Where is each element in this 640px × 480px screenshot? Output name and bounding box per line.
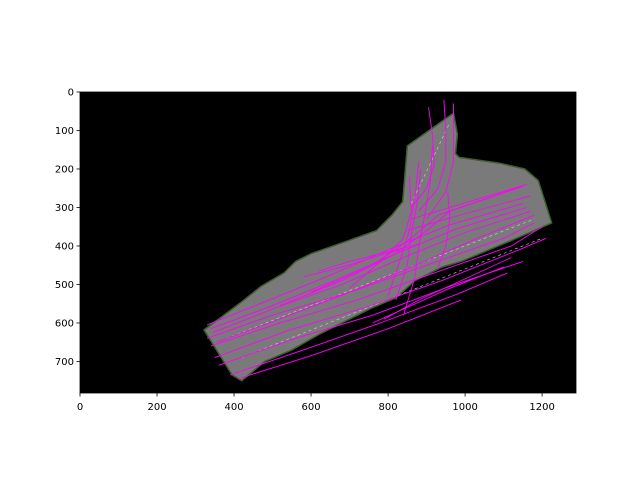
lane-marking bbox=[226, 218, 535, 339]
trajectory-line bbox=[407, 195, 531, 232]
y-tick-label: 400 bbox=[55, 241, 74, 252]
y-axis: 0 100 200 300 400 500 600 700 bbox=[55, 88, 80, 368]
y-tick-label: 0 bbox=[68, 88, 74, 99]
x-tick-label: 1000 bbox=[452, 402, 477, 413]
trajectory-line bbox=[310, 183, 527, 293]
trajectory-line bbox=[387, 161, 420, 297]
trajectory-line bbox=[206, 203, 524, 326]
trajectory-line bbox=[218, 260, 524, 366]
trajectory-line bbox=[418, 99, 447, 212]
trajectory-line bbox=[303, 249, 400, 278]
trajectory-line bbox=[206, 222, 535, 339]
x-tick-label: 1200 bbox=[529, 402, 554, 413]
trajectory-line bbox=[318, 243, 420, 272]
trajectory-line bbox=[210, 207, 527, 330]
x-tick-label: 0 bbox=[77, 402, 83, 413]
x-axis: 0 200 400 600 800 1000 1200 bbox=[77, 393, 555, 413]
trajectory-line bbox=[230, 272, 508, 376]
y-tick-label: 500 bbox=[55, 280, 74, 291]
trajectory-line bbox=[395, 168, 422, 301]
trajectory-line bbox=[210, 226, 543, 347]
y-tick-label: 300 bbox=[55, 203, 74, 214]
trajectory-line bbox=[403, 145, 433, 316]
road-image-region bbox=[202, 111, 553, 382]
trajectory-line bbox=[216, 214, 535, 343]
x-tick-label: 200 bbox=[147, 402, 166, 413]
trajectory-line bbox=[426, 103, 454, 220]
trajectory-line bbox=[437, 192, 451, 268]
trajectory-line bbox=[214, 237, 547, 359]
trajectory-line bbox=[410, 107, 435, 208]
x-tick-label: 400 bbox=[224, 402, 243, 413]
trajectory-line bbox=[212, 210, 531, 334]
trajectory-line bbox=[372, 266, 504, 324]
road-markings bbox=[226, 122, 543, 358]
trajectory-line bbox=[411, 183, 527, 220]
x-tick-label: 800 bbox=[379, 402, 398, 413]
plot-frame bbox=[79, 91, 577, 394]
trajectory-line bbox=[237, 299, 462, 380]
y-tick-label: 600 bbox=[55, 318, 74, 329]
lane-marking bbox=[410, 122, 450, 204]
y-tick-label: 200 bbox=[55, 164, 74, 175]
y-tick-label: 100 bbox=[55, 126, 74, 137]
trajectory-layer bbox=[206, 99, 547, 380]
trajectory-line bbox=[349, 176, 412, 289]
x-tick-label: 600 bbox=[302, 402, 321, 413]
y-tick-label: 700 bbox=[55, 357, 74, 368]
